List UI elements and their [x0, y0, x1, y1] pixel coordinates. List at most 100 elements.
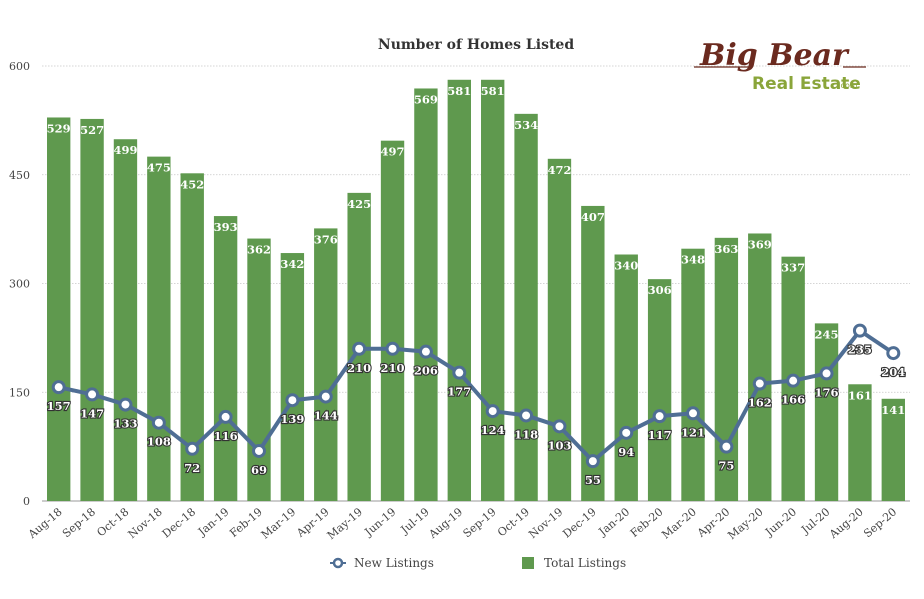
line-point	[519, 408, 534, 423]
line-data-label: 55	[585, 473, 601, 487]
x-tick-label: Feb-20	[628, 505, 666, 540]
bar	[380, 140, 405, 502]
line-data-label: 176	[815, 385, 839, 399]
line-point	[686, 406, 700, 421]
bar	[280, 253, 305, 501]
y-tick-label: 600	[9, 60, 30, 73]
bar-data-label: 342	[280, 257, 304, 271]
line-data-label: 116	[214, 429, 238, 443]
line-point	[118, 397, 133, 412]
bar-data-label: 306	[648, 283, 672, 297]
bar	[581, 205, 605, 502]
line-point	[719, 439, 734, 454]
line-data-label: 210	[347, 361, 371, 375]
circle-marker-icon	[332, 557, 344, 569]
line-data-label: 94	[618, 445, 634, 459]
line-point	[385, 341, 400, 356]
line-data-label: 72	[184, 461, 200, 475]
line-series-new-listings	[51, 323, 901, 469]
line-point	[185, 441, 200, 456]
bar-data-label: 369	[748, 237, 772, 251]
bar-series-total-listings	[47, 79, 905, 502]
y-tick-label: 150	[9, 386, 30, 399]
x-tick-label: Oct-19	[495, 505, 532, 539]
bar	[314, 228, 338, 501]
line-point	[485, 404, 500, 419]
line-data-label: 139	[280, 412, 304, 426]
bar-data-label: 348	[681, 253, 705, 267]
line-data-label: 121	[681, 425, 705, 439]
line-point	[318, 389, 333, 404]
bar	[647, 279, 672, 501]
x-tick-label: Mar-19	[259, 505, 299, 541]
bar-data-label: 363	[714, 242, 738, 256]
bar	[848, 384, 872, 501]
bar-data-label: 161	[848, 388, 872, 402]
bar	[213, 216, 238, 501]
x-tick-label: Dec-18	[160, 505, 198, 540]
x-tick-label: May-20	[725, 505, 765, 542]
bar-data-label: 569	[414, 92, 438, 106]
x-tick-label: Jun-19	[362, 505, 399, 539]
bar-data-label: 499	[113, 143, 137, 157]
y-tick-label: 300	[9, 278, 30, 291]
line-data-label: 108	[147, 435, 171, 449]
bar-data-label: 425	[347, 197, 371, 211]
bar	[113, 139, 138, 501]
line-data-label: 124	[481, 423, 505, 437]
line-point	[51, 380, 66, 395]
line-point	[852, 323, 867, 338]
bar	[180, 173, 204, 502]
bar	[447, 79, 471, 502]
x-tick-label: Nov-19	[526, 505, 565, 541]
logo-text-big-bear: Big Bear	[699, 38, 850, 73]
bar-data-label: 393	[214, 220, 238, 234]
bar	[481, 79, 505, 502]
line-point	[886, 346, 901, 361]
legend-item-total-listings[interactable]: Total Listings	[522, 556, 626, 570]
line-data-label: 162	[748, 396, 772, 410]
line-data-label: 147	[80, 406, 104, 420]
line-data-label: 206	[414, 364, 438, 378]
bar-data-label: 534	[514, 118, 538, 132]
x-tick-label: Oct-18	[94, 505, 131, 539]
line-data-label: 235	[848, 343, 872, 357]
bar-data-label: 452	[180, 177, 204, 191]
line-data-label: 210	[381, 361, 405, 375]
bar	[681, 248, 705, 501]
x-tick-label: Feb-19	[227, 505, 265, 540]
line-point	[786, 373, 801, 388]
x-tick-label: Sep-20	[861, 505, 899, 540]
line-data-label: 103	[547, 438, 571, 452]
line-point	[218, 409, 233, 424]
x-axis: Aug-18Sep-18Oct-18Nov-18Dec-18Jan-19Feb-…	[25, 505, 899, 542]
line-point	[819, 366, 834, 381]
line-point	[619, 425, 634, 440]
line-point	[285, 393, 300, 408]
logo: Big Bear Real Estate .com	[694, 38, 866, 94]
bar	[514, 113, 538, 501]
bar-data-label: 376	[314, 232, 338, 246]
bar	[47, 117, 71, 501]
line-data-labels: 157 147 133 108 72 116 69 139 144 210 210 206 177 124…	[46, 342, 907, 489]
bar-data-label: 407	[581, 210, 605, 224]
line-point	[452, 365, 467, 380]
line-data-label: 69	[251, 463, 267, 477]
y-tick-label: 0	[23, 495, 30, 508]
line-point	[352, 341, 367, 356]
series-line	[58, 328, 895, 464]
bar	[814, 323, 839, 501]
x-tick-label: Aug-19	[426, 505, 466, 541]
legend-item-new-listings[interactable]: New Listings	[330, 556, 434, 570]
line-point	[752, 376, 767, 391]
x-tick-label: Jan-20	[596, 505, 633, 539]
bar-data-label: 141	[881, 403, 905, 417]
bar	[614, 254, 638, 501]
bar	[147, 156, 171, 501]
bar	[748, 233, 772, 501]
bar-data-label: 527	[80, 123, 104, 137]
logo-text-com: .com	[838, 81, 858, 90]
x-tick-label: Sep-18	[60, 505, 98, 540]
x-tick-label: Nov-18	[126, 505, 165, 541]
